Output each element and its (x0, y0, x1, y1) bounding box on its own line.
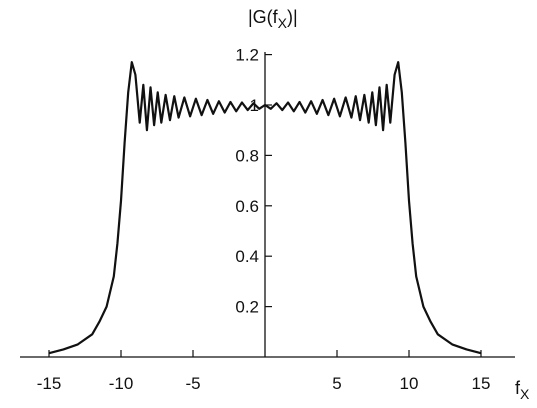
y-tick-label: 0.8 (235, 146, 259, 165)
y-axis-title: |G(fX)| (248, 7, 298, 31)
magnitude-curve (48, 61, 482, 355)
x-tick-label: -10 (109, 374, 134, 393)
y-tick-label: 0.4 (235, 247, 259, 266)
axes (20, 52, 515, 358)
y-tick-label: 0.6 (235, 197, 259, 216)
x-tick-label: -5 (185, 374, 200, 393)
y-axis-title-main: |G(f (248, 7, 279, 27)
x-axis-title-subscript: X (520, 386, 530, 402)
y-axis-title-tail: )| (287, 7, 298, 27)
y-tick-label: 0.2 (235, 298, 259, 317)
x-tick-label: 5 (332, 374, 341, 393)
x-tick-label: -15 (37, 374, 62, 393)
y-axis-title-subscript: X (278, 15, 288, 31)
x-axis-title: fX (515, 378, 530, 402)
x-axis-title-main: f (515, 378, 521, 398)
x-tick-label: 10 (400, 374, 419, 393)
ticks-group (48, 53, 482, 357)
y-tick-label: 1.2 (235, 46, 259, 65)
x-tick-label: 15 (472, 374, 491, 393)
tick-labels-group: -15 -10 -5 5 10 150.20.40.60.811.2 (37, 46, 491, 393)
